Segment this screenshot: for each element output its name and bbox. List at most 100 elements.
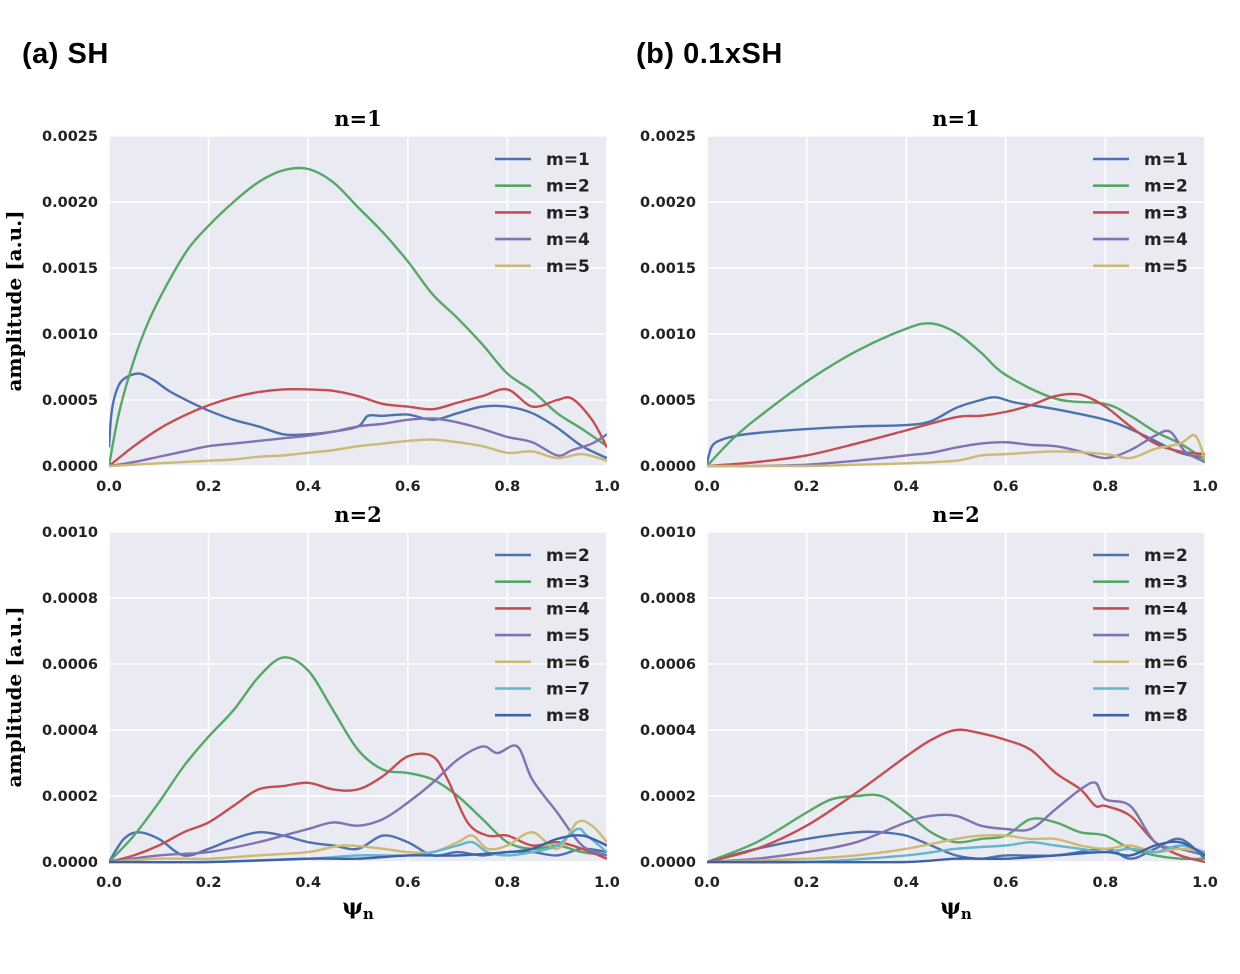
subplot-title: n=1: [334, 106, 381, 131]
y-tick-label: 0.0002: [42, 789, 98, 805]
x-tick-label: 0.6: [993, 479, 1019, 495]
legend-label: m=2: [1144, 177, 1188, 197]
y-tick-label: 0.0010: [640, 525, 696, 541]
y-tick-label: 0.0010: [42, 525, 98, 541]
y-axis-label: amplitude [a.u.]: [2, 210, 26, 391]
y-tick-label: 0.0006: [42, 657, 98, 673]
x-tick-label: 0.0: [694, 479, 720, 495]
y-tick-label: 0.0015: [42, 261, 98, 277]
legend-label: m=7: [1144, 680, 1188, 700]
x-tick-label: 0.0: [694, 875, 720, 891]
series-line-m=4: [109, 752, 607, 864]
legend-label: m=4: [546, 599, 590, 619]
y-axis-label: amplitude [a.u.]: [2, 606, 26, 787]
legend-label: m=4: [546, 230, 590, 250]
y-tick-label: 0.0020: [640, 195, 696, 211]
series-line-m=7: [707, 841, 1205, 864]
x-tick-label: 0.2: [196, 479, 222, 495]
y-tick-label: 0.0020: [42, 195, 98, 211]
legend-label: m=5: [546, 257, 590, 277]
y-tick-label: 0.0000: [640, 855, 696, 871]
series-line-m=4: [707, 728, 1205, 864]
x-tick-label: 0.8: [495, 479, 521, 495]
y-tick-label: 0.0010: [42, 327, 98, 343]
series-line-m=4: [109, 417, 607, 468]
legend-label: m=2: [1144, 546, 1188, 566]
chart-b1: 0.0 0.2 0.4 0.6 0.8 1.0 0.0000 0.0005 0.0010 0.00…: [640, 106, 1218, 495]
panel-a-title: (a) SH: [22, 38, 109, 70]
x-tick-label: 0.8: [1093, 875, 1119, 891]
y-tick-label: 0.0000: [640, 459, 696, 475]
legend-label: m=3: [546, 203, 590, 223]
legend-label: m=2: [546, 546, 590, 566]
panel-b-title: (b) 0.1xSH: [636, 38, 783, 70]
legend-label: m=3: [1144, 203, 1188, 223]
chart-a2: 0.0 0.2 0.4 0.6 0.8 1.0 0.0000 0.0002 0.0004 0.00…: [2, 502, 620, 923]
y-tick-label: 0.0025: [42, 129, 98, 145]
series-line-m=2: [109, 166, 607, 467]
series-line-m=5: [109, 744, 607, 864]
x-tick-label: 1.0: [1192, 875, 1218, 891]
legend-label: m=3: [546, 573, 590, 593]
legend-label: m=1: [1144, 150, 1188, 170]
y-tick-label: 0.0008: [42, 591, 98, 607]
series-line-m=8: [707, 840, 1205, 864]
subplot-title: n=2: [334, 502, 381, 527]
legend-label: m=6: [1144, 653, 1188, 673]
x-tick-label: 0.4: [893, 875, 919, 891]
x-tick-label: 1.0: [594, 479, 620, 495]
x-tick-label: 1.0: [1192, 479, 1218, 495]
x-tick-label: 0.8: [495, 875, 521, 891]
legend-label: m=5: [1144, 257, 1188, 277]
legend-label: m=8: [1144, 706, 1188, 726]
series-line-m=2: [707, 322, 1205, 467]
y-tick-label: 0.0000: [42, 855, 98, 871]
y-tick-label: 0.0004: [640, 723, 696, 739]
x-tick-label: 0.4: [893, 479, 919, 495]
y-tick-label: 0.0025: [640, 129, 696, 145]
series-line-m=3: [109, 656, 607, 863]
series-line-m=5: [109, 438, 607, 468]
legend-label: m=6: [546, 653, 590, 673]
subplot-title: n=1: [932, 106, 979, 131]
x-tick-label: 0.2: [794, 875, 820, 891]
y-tick-label: 0.0000: [42, 459, 98, 475]
x-tick-label: 0.0: [96, 875, 122, 891]
legend-label: m=4: [1144, 230, 1188, 250]
legend-label: m=3: [1144, 573, 1188, 593]
x-tick-label: 0.6: [395, 875, 421, 891]
series-line-m=3: [707, 392, 1205, 468]
series-line-m=5: [707, 781, 1205, 864]
series-line-m=3: [109, 387, 607, 467]
series-group: [109, 656, 607, 864]
x-tick-label: 0.2: [794, 479, 820, 495]
legend-label: m=2: [546, 177, 590, 197]
series-line-m=8: [109, 834, 607, 864]
x-tick-label: 0.6: [993, 875, 1019, 891]
legend-label: m=5: [1144, 626, 1188, 646]
y-tick-label: 0.0002: [640, 789, 696, 805]
legend-label: m=8: [546, 706, 590, 726]
y-tick-label: 0.0008: [640, 591, 696, 607]
chart-a1: 0.0 0.2 0.4 0.6 0.8 1.0 0.0000 0.0005 0.0010 0.00…: [2, 106, 620, 495]
series-group: [707, 728, 1205, 864]
chart-b2: 0.0 0.2 0.4 0.6 0.8 1.0 0.0000 0.0002 0.0004 0.00…: [640, 502, 1218, 923]
series-line-m=4: [707, 429, 1205, 468]
y-tick-label: 0.0006: [640, 657, 696, 673]
legend-label: m=4: [1144, 599, 1188, 619]
x-tick-label: 0.0: [96, 479, 122, 495]
x-axis-label: ψn: [342, 894, 374, 923]
legend-label: m=7: [546, 680, 590, 700]
legend-label: m=5: [546, 626, 590, 646]
plot-background: [707, 532, 1205, 862]
x-tick-label: 0.8: [1093, 479, 1119, 495]
y-tick-label: 0.0010: [640, 327, 696, 343]
x-tick-label: 0.4: [295, 875, 321, 891]
y-tick-label: 0.0005: [640, 393, 696, 409]
x-tick-label: 0.2: [196, 875, 222, 891]
x-tick-label: 0.4: [295, 479, 321, 495]
series-group: [109, 166, 607, 468]
y-tick-label: 0.0004: [42, 723, 98, 739]
y-tick-label: 0.0015: [640, 261, 696, 277]
